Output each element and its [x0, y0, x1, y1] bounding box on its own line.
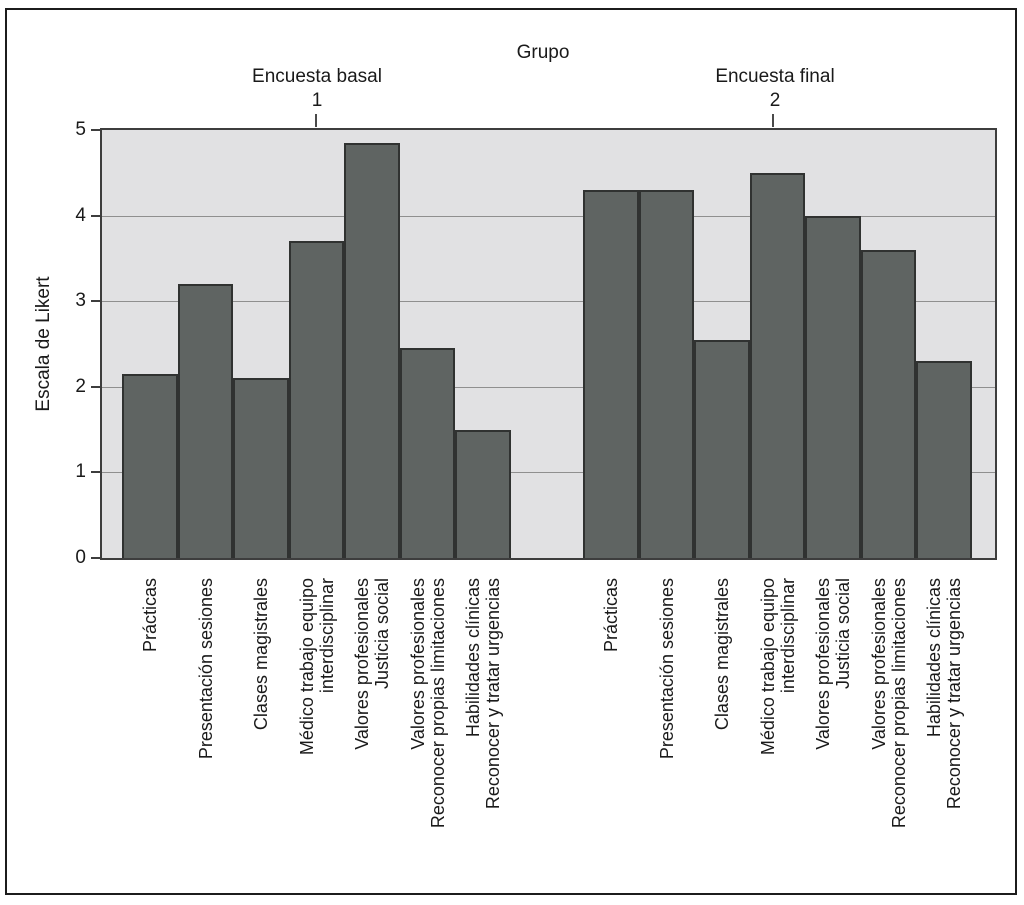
bar-group2-cat2 — [638, 189, 694, 558]
y-axis-title: Escala de Likert — [33, 276, 54, 412]
bar-group1-cat4 — [288, 241, 344, 558]
bar-group1-cat5 — [344, 142, 400, 558]
bar-group1-cat3 — [233, 378, 289, 558]
x-category-label-group2-cat7: Habilidades clínicas Reconocer y tratar u… — [916, 566, 972, 856]
bar-group2-cat3 — [694, 339, 750, 558]
y-tick-2 — [91, 385, 100, 388]
x-category-label-line: Reconocer y tratar urgencias — [943, 578, 964, 810]
x-category-label-group1-cat1: Prácticas — [122, 566, 178, 856]
x-category-label-group2-cat1: Prácticas — [583, 566, 639, 856]
group-1-header: Encuesta basal — [252, 66, 382, 87]
x-category-label-line: Justicia social — [371, 578, 392, 690]
group-2-number: 2 — [769, 90, 781, 111]
x-category-label-group2-cat5: Valores profesionales Justicia social — [805, 566, 861, 856]
x-category-label-line: Valores profesionales — [351, 578, 372, 750]
x-category-label-line: Médico trabajo equipo — [757, 578, 778, 756]
bar-group2-cat6 — [860, 249, 916, 558]
figure-border — [5, 8, 1017, 895]
gridline-1 — [102, 472, 995, 474]
x-category-label-group1-cat5: Valores profesionales Justicia social — [344, 566, 400, 856]
x-category-label-group1-cat4: Médico trabajo equipo interdisciplinar — [289, 566, 345, 856]
x-category-label-line: Médico trabajo equipo — [296, 578, 317, 756]
y-tick-label-1: 1 — [75, 461, 86, 483]
y-tick-3 — [91, 300, 100, 303]
bar-group1-cat2 — [177, 284, 233, 558]
x-category-label-line: Justicia social — [832, 578, 853, 690]
y-tick-label-3: 3 — [75, 290, 86, 312]
group-2-header: Encuesta final — [715, 66, 835, 87]
x-category-label-group1-cat7: Habilidades clínicas Reconocer y tratar u… — [455, 566, 511, 856]
bar-group2-cat1 — [583, 189, 639, 558]
x-category-label-line: Valores profesionales — [407, 578, 428, 750]
y-tick-label-0: 0 — [75, 547, 86, 568]
x-category-label-line: Presentación sesiones — [195, 578, 216, 760]
bar-group1-cat7 — [455, 429, 511, 558]
x-category-label-group2-cat3: Clases magistrales — [694, 566, 750, 856]
gridline-4 — [102, 215, 995, 217]
x-category-label-line: Habilidades clínicas — [923, 578, 944, 738]
y-tick-0 — [91, 557, 100, 559]
x-category-label-line: Reconocer y tratar urgencias — [482, 578, 503, 810]
x-category-label-line: Reconocer propias limitaciones — [888, 578, 909, 829]
x-category-label-line: Habilidades clínicas — [462, 578, 483, 738]
x-category-label-group2-cat2: Presentación sesiones — [639, 566, 695, 856]
gridline-3 — [102, 301, 995, 303]
y-tick-label-5: 5 — [75, 119, 86, 140]
group-2-tick — [772, 114, 774, 127]
group-1-tick — [315, 114, 317, 127]
x-category-label-line: interdisciplinar — [316, 578, 337, 694]
bar-group2-cat5 — [805, 215, 861, 558]
x-category-label-line: Prácticas — [139, 578, 160, 653]
y-tick-label-4: 4 — [75, 204, 86, 226]
x-category-label-line: Clases magistrales — [250, 578, 271, 731]
x-category-label-line: Prácticas — [600, 578, 621, 653]
x-category-label-line: interdisciplinar — [777, 578, 798, 694]
y-tick-label-2: 2 — [75, 375, 86, 397]
chart-title: Grupo — [516, 42, 570, 63]
group-1-number: 1 — [311, 90, 323, 111]
bar-group2-cat4 — [749, 172, 805, 558]
y-tick-4 — [91, 214, 100, 217]
y-tick-5 — [91, 129, 100, 131]
x-category-label-group1-cat6: Valores profesionales Reconocer propias l… — [400, 566, 456, 856]
x-category-label-line: Valores profesionales — [868, 578, 889, 750]
x-category-label-group1-cat2: Presentación sesiones — [178, 566, 234, 856]
x-category-label-line: Reconocer propias limitaciones — [427, 578, 448, 829]
bar-group2-cat7 — [916, 361, 972, 558]
x-category-label-group2-cat4: Médico trabajo equipo interdisciplinar — [750, 566, 806, 856]
bar-group1-cat6 — [399, 348, 455, 558]
x-category-label-group2-cat6: Valores profesionales Reconocer propias l… — [861, 566, 917, 856]
x-category-label-line: Presentación sesiones — [656, 578, 677, 760]
bar-group1-cat1 — [122, 373, 178, 558]
x-category-label-group1-cat3: Clases magistrales — [233, 566, 289, 856]
x-category-label-line: Valores profesionales — [812, 578, 833, 750]
plot-area — [100, 128, 997, 560]
y-tick-1 — [91, 471, 100, 474]
gridline-2 — [102, 386, 995, 388]
x-category-label-line: Clases magistrales — [711, 578, 732, 731]
